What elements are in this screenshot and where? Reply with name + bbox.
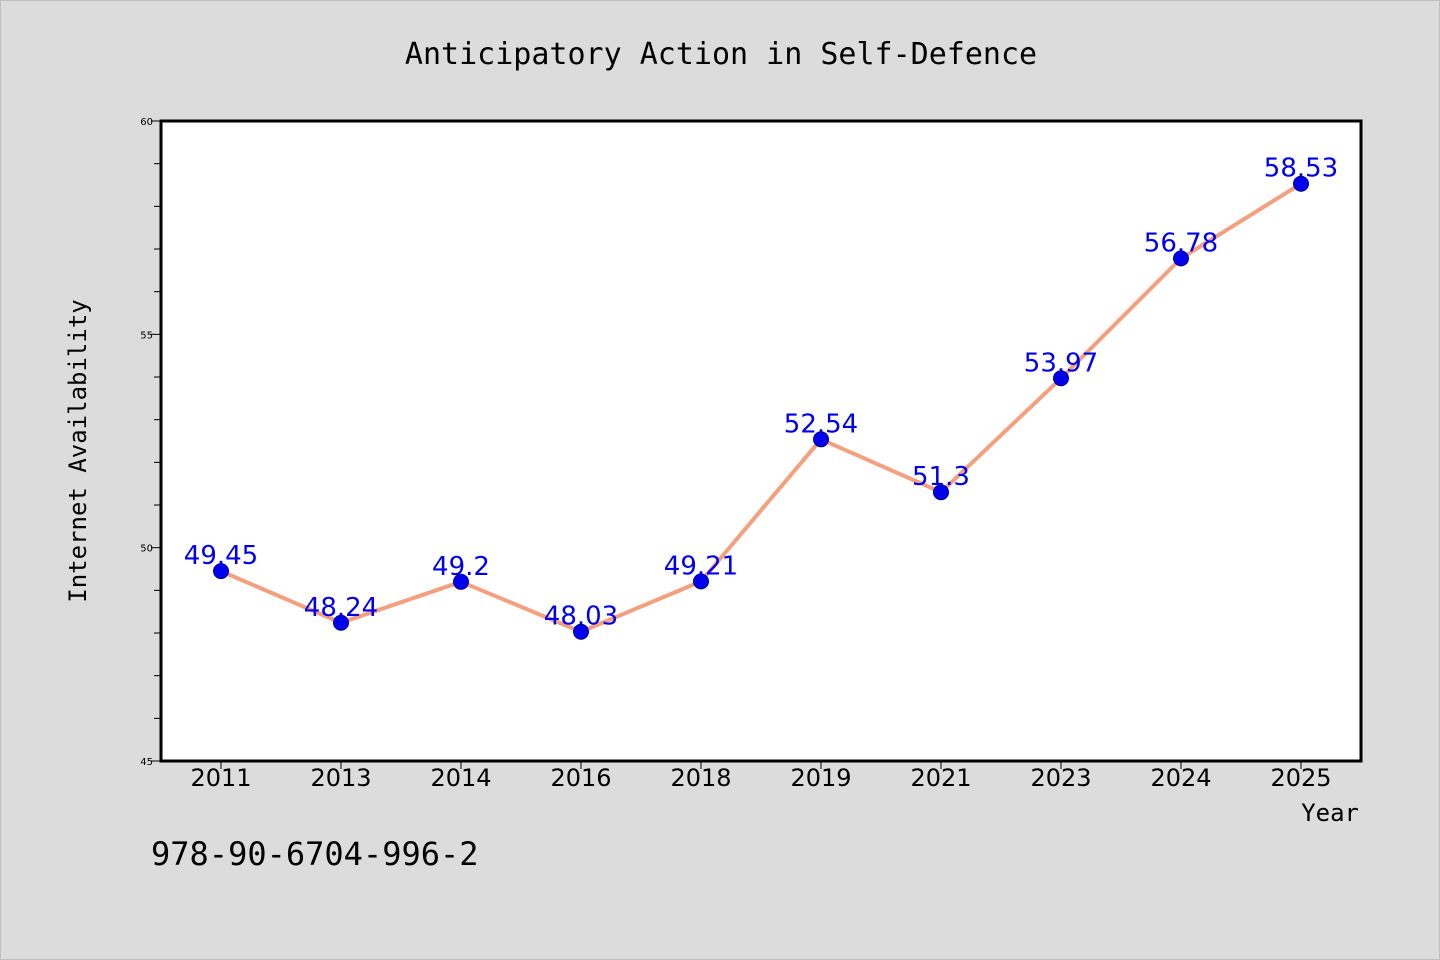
x-tick-label: 2021 (910, 764, 971, 792)
data-point (1053, 370, 1069, 387)
data-point (573, 623, 589, 640)
x-tick-label: 2024 (1150, 764, 1211, 792)
x-axis: 2011 2013 2014 2016 2018 2019 2021 2023 2024 2025 (190, 761, 1332, 792)
x-tick-label: 2025 (1270, 764, 1331, 792)
y-tick-label: 45 (140, 757, 153, 768)
y-axis-label: Internet Availability (64, 299, 92, 602)
x-tick-label: 2013 (310, 764, 371, 792)
chart-title: Anticipatory Action in Self-Defence (405, 37, 1037, 72)
y-axis: 45 50 55 60 (140, 117, 161, 768)
y-tick-label: 55 (140, 330, 153, 341)
data-label: 48.24 (304, 593, 378, 623)
data-label: 51.3 (912, 462, 970, 492)
x-axis-label: Year (1301, 799, 1359, 827)
x-tick-label: 2016 (550, 764, 611, 792)
series-line (219, 181, 1303, 634)
footer-text: 978-90-6704-996-2 (151, 835, 479, 873)
data-label: 52.54 (784, 409, 858, 439)
y-tick-label: 60 (140, 117, 153, 128)
x-tick-label: 2014 (430, 764, 491, 792)
y-tick-label: 50 (140, 544, 153, 555)
data-label: 49.2 (432, 552, 490, 582)
data-point (333, 614, 349, 631)
plot-area (159, 119, 1363, 763)
x-tick-label: 2023 (1030, 764, 1091, 792)
data-label: 49.21 (664, 551, 738, 581)
x-tick-label: 2019 (790, 764, 851, 792)
data-point (213, 563, 229, 580)
data-label: 53.97 (1024, 348, 1098, 378)
data-label: 56.78 (1144, 228, 1218, 258)
data-label: 49.45 (184, 541, 258, 571)
data-label: 58.53 (1264, 154, 1338, 184)
data-point (453, 573, 469, 590)
x-tick-label: 2018 (670, 764, 731, 792)
data-point (1173, 250, 1189, 267)
data-point (1293, 175, 1309, 192)
data-point (933, 484, 949, 501)
x-tick-label: 2011 (190, 764, 251, 792)
series-layer: 49.45 48.24 49.2 48.03 49.21 52.54 51.3 53.97 56… (184, 154, 1338, 640)
data-point (693, 573, 709, 590)
data-point (813, 431, 829, 448)
data-label: 48.03 (544, 602, 618, 632)
